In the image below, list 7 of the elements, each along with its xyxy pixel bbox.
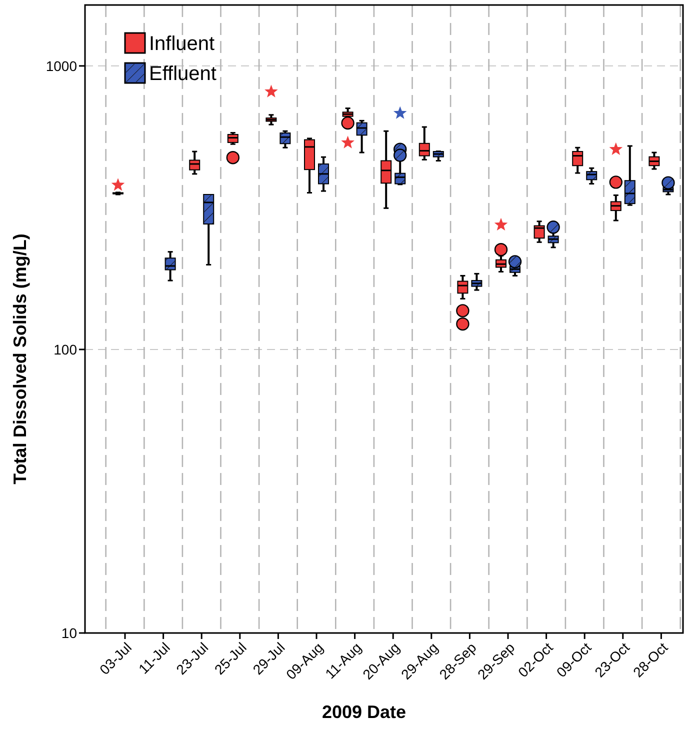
y-tick-label: 1000 xyxy=(46,58,78,74)
legend-label: Effluent xyxy=(149,63,217,85)
y-tick-label: 100 xyxy=(54,341,78,358)
y-tick-label: 10 xyxy=(61,624,78,641)
legend-label: Influent xyxy=(149,33,216,55)
x-axis-title: 2009 Date xyxy=(322,702,406,722)
y-axis-title: Total Dissolved Solids (mg/L) xyxy=(10,234,30,484)
